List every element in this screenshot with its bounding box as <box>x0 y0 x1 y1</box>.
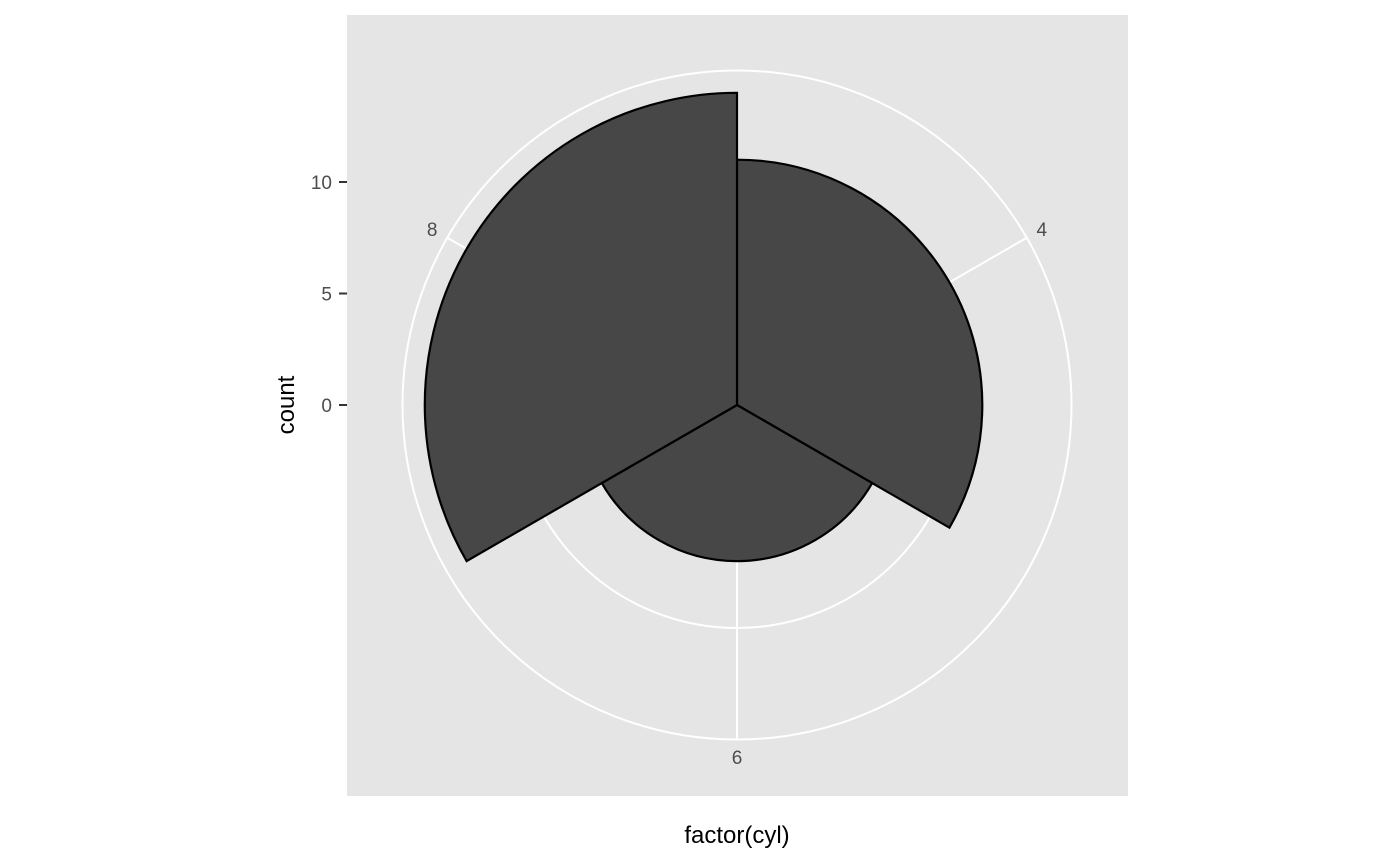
y-axis: 0 5 10 <box>311 173 347 417</box>
y-tick-label: 0 <box>321 396 332 417</box>
y-tick-label: 10 <box>311 173 332 194</box>
x-axis-title: factor(cyl) <box>684 822 789 849</box>
bar-wedges <box>423 91 984 563</box>
y-axis-title: count <box>273 375 300 434</box>
bar-wedge-4 <box>735 158 984 530</box>
category-labels: 4 6 8 <box>427 220 1048 769</box>
category-label-8: 8 <box>427 220 438 241</box>
y-tick-label: 5 <box>321 285 332 306</box>
bar-wedge-8 <box>423 91 739 563</box>
category-label-4: 4 <box>1037 220 1048 241</box>
category-label-6: 6 <box>732 748 743 769</box>
